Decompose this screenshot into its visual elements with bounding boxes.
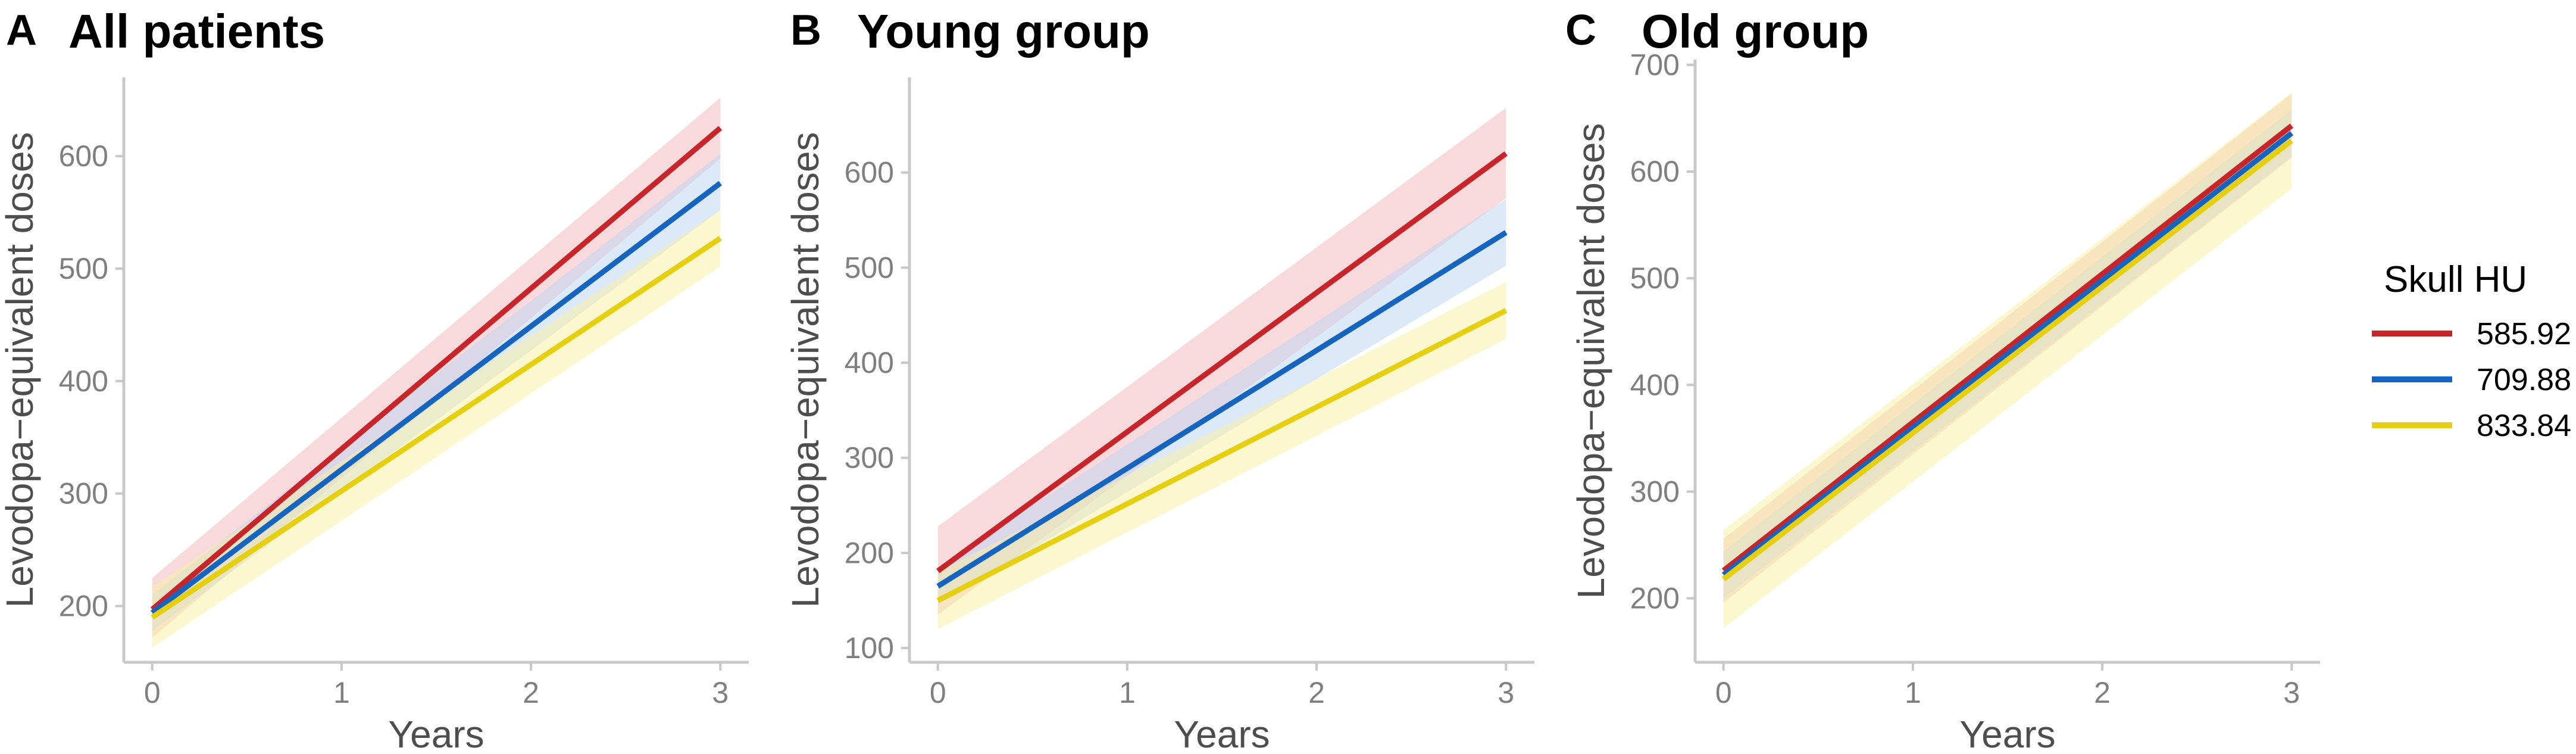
series-line-blue: [1721, 131, 2294, 577]
y-tick-label: 300: [59, 477, 108, 510]
panel-letter: A: [6, 7, 37, 54]
legend-label-blue: 709.88: [2477, 363, 2571, 397]
y-tick-label: 200: [1630, 582, 1680, 615]
x-tick-label: 0: [1715, 676, 1732, 709]
x-axis-title: Years: [388, 713, 484, 754]
x-tick-label: 2: [1308, 676, 1325, 709]
y-tick-label: 200: [845, 536, 894, 569]
y-tick-label: 400: [1630, 368, 1680, 401]
x-tick-label: 3: [712, 676, 729, 709]
x-tick-label: 3: [1498, 676, 1514, 709]
y-tick-label: 500: [59, 252, 108, 285]
panel-c: C Old group 200 300 400 500 600 700 0 1 2 3 Years Lev…: [1565, 5, 2320, 754]
y-axis-title: Levodopa−equivalent doses: [0, 132, 41, 608]
y-tick-label: 200: [59, 590, 108, 623]
x-axis-title: Years: [1959, 713, 2055, 754]
y-tick-label: 700: [1630, 48, 1680, 82]
y-tick-label: 500: [1630, 261, 1680, 295]
x-tick-label: 2: [2094, 676, 2111, 709]
y-tick-label: 300: [845, 441, 894, 475]
legend-label-red: 585.92: [2477, 317, 2571, 351]
x-tick-label: 1: [1119, 676, 1136, 709]
y-tick-label: 100: [845, 631, 894, 665]
y-tick-label: 500: [845, 251, 894, 284]
series-line-red: [150, 126, 723, 612]
panel-a: A All patients 200 300 400 500 600 0 1 2 3 Years Lev…: [0, 5, 749, 754]
panel-letter: C: [1565, 7, 1596, 54]
x-tick-label: 2: [523, 676, 539, 709]
panel-letter: B: [790, 7, 821, 54]
x-tick-label: 0: [144, 676, 161, 709]
series-line-yellow: [936, 308, 1508, 603]
x-tick-label: 1: [1905, 676, 1921, 709]
y-tick-label: 300: [1630, 475, 1680, 508]
legend: Skull HU 585.92 709.88 833.84: [2372, 259, 2571, 443]
y-tick-label: 600: [845, 156, 894, 189]
y-tick-label: 400: [845, 346, 894, 379]
series-line-blue: [151, 180, 722, 615]
chart-title: Young group: [857, 5, 1150, 58]
chart-title: Old group: [1642, 5, 1869, 58]
series-line-red: [936, 151, 1508, 574]
x-axis-title: Years: [1174, 713, 1270, 754]
series-line-red: [1721, 123, 2294, 573]
legend-label-yellow: 833.84: [2477, 409, 2571, 443]
y-axis-title: Levodopa−equivalent doses: [784, 132, 827, 608]
chart-title: All patients: [68, 5, 325, 58]
series-line-yellow: [151, 236, 722, 620]
x-tick-label: 1: [333, 676, 350, 709]
y-axis-title: Levodopa−equivalent doses: [1570, 123, 1612, 599]
x-tick-label: 3: [2283, 676, 2300, 709]
y-tick-label: 600: [59, 139, 108, 173]
x-tick-label: 0: [930, 676, 946, 709]
series-line-yellow: [1721, 138, 2294, 581]
series-line-blue: [936, 230, 1508, 589]
y-tick-label: 400: [59, 364, 108, 398]
panel-b: B Young group 100 200 300 400 500 600 0 1 2 3 Years L…: [784, 5, 1534, 754]
y-tick-label: 600: [1630, 155, 1680, 188]
legend-title: Skull HU: [2384, 259, 2527, 300]
